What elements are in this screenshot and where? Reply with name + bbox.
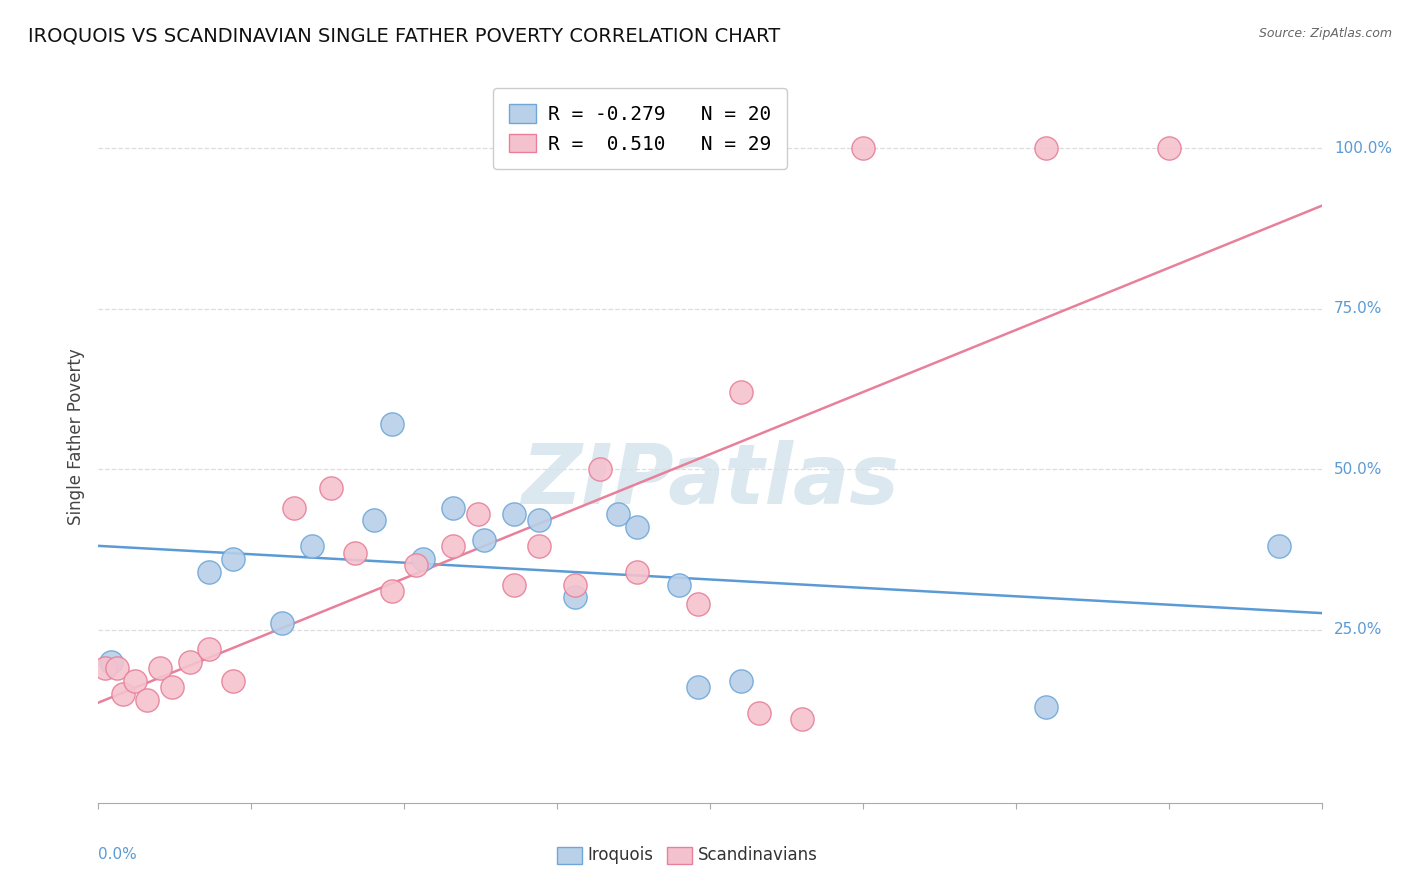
Text: 0.0%: 0.0% [98,847,138,862]
Point [111,687,134,701]
Text: 100.0%: 100.0% [1334,141,1392,156]
Point [381,417,404,432]
Legend: R = -0.279   N = 20, R =  0.510   N = 29: R = -0.279 N = 20, R = 0.510 N = 29 [494,88,787,169]
Point [564,591,586,605]
Point [441,500,464,515]
Point [93,661,115,675]
Point [472,533,495,547]
Point [136,693,159,707]
Point [626,565,648,579]
Point [589,462,612,476]
Point [197,641,219,656]
Point [363,514,385,528]
Point [852,141,875,155]
Point [301,539,323,553]
Point [1035,699,1057,714]
Point [441,539,464,553]
Text: Scandinavians: Scandinavians [697,847,818,864]
Point [105,661,128,675]
Text: 50.0%: 50.0% [1334,462,1382,476]
Point [100,655,122,669]
Text: 75.0%: 75.0% [1334,301,1382,317]
Point [179,655,201,669]
Point [1157,141,1180,155]
Point [527,539,550,553]
Text: IROQUOIS VS SCANDINAVIAN SINGLE FATHER POVERTY CORRELATION CHART: IROQUOIS VS SCANDINAVIAN SINGLE FATHER P… [28,27,780,45]
Text: 25.0%: 25.0% [1334,622,1382,637]
Point [626,520,648,534]
Point [270,616,292,631]
FancyBboxPatch shape [557,847,582,863]
Point [503,507,526,521]
Point [344,545,367,559]
Point [607,507,630,521]
Point [790,712,813,726]
Text: ZIPatlas: ZIPatlas [522,441,898,522]
Point [730,673,752,688]
Point [527,514,550,528]
Point [668,577,690,591]
Point [503,577,526,591]
Point [730,385,752,400]
Point [467,507,489,521]
Point [1035,141,1057,155]
Point [748,706,770,720]
Point [686,681,709,695]
Point [124,673,146,688]
Point [686,597,709,611]
Point [222,552,245,566]
Point [160,681,183,695]
Text: Iroquois: Iroquois [588,847,654,864]
Point [381,584,404,599]
Point [1268,539,1291,553]
FancyBboxPatch shape [668,847,692,863]
Text: Source: ZipAtlas.com: Source: ZipAtlas.com [1258,27,1392,40]
Y-axis label: Single Father Poverty: Single Father Poverty [67,349,86,525]
Point [283,500,305,515]
Point [149,661,172,675]
Point [319,482,342,496]
Point [197,565,219,579]
Point [405,558,427,573]
Point [412,552,434,566]
Point [564,577,586,591]
Point [222,673,245,688]
